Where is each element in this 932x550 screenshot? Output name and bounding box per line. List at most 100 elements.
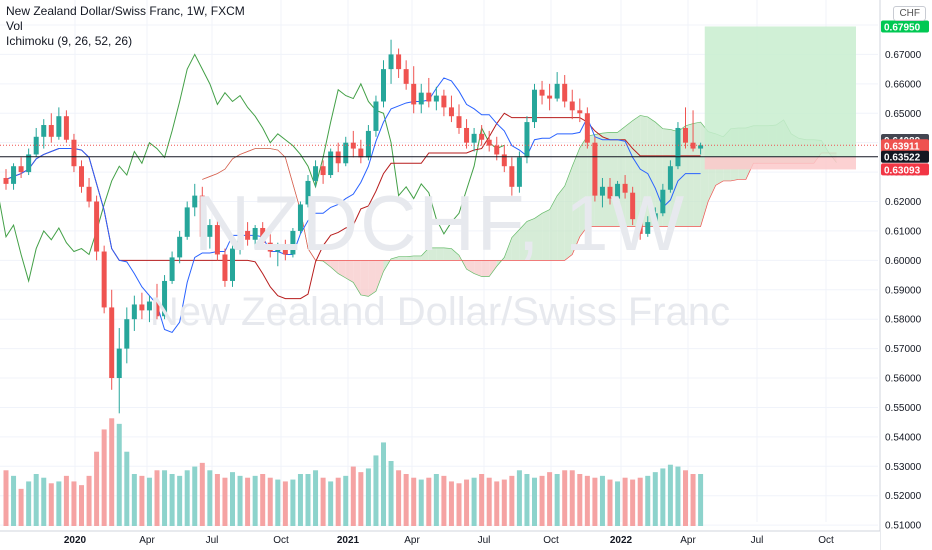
leading-span-b — [202, 148, 837, 261]
candle-body — [622, 183, 628, 193]
legend-volume[interactable]: Vol — [6, 19, 23, 33]
price-tag — [881, 150, 929, 163]
candle-body — [615, 183, 621, 199]
y-tick-label: 0.65000 — [885, 109, 922, 120]
candle-body — [245, 230, 251, 240]
volume-bar — [63, 475, 69, 526]
candle-body — [207, 225, 213, 237]
volume-bar — [18, 488, 24, 526]
y-tick-label: 0.61000 — [885, 226, 922, 237]
candle-body — [486, 139, 492, 146]
candle-body — [109, 307, 115, 379]
candle-body — [252, 227, 258, 240]
volume-bar — [230, 472, 235, 526]
candle-body — [320, 166, 326, 176]
x-tick-label: Jul — [478, 535, 491, 546]
volume-bar — [645, 475, 651, 526]
x-tick-label: Oct — [543, 535, 559, 546]
candle-body — [577, 110, 583, 114]
volume-bar — [426, 477, 432, 526]
volume-bar — [237, 475, 243, 526]
candle-body — [260, 227, 266, 243]
volume-bar — [11, 475, 17, 526]
candle-body — [146, 301, 152, 311]
candle-body — [667, 166, 673, 190]
legend-symbol[interactable]: New Zealand Dollar/Swiss Franc, 1W, FXCM — [6, 4, 245, 18]
volume-bar — [388, 461, 394, 526]
y-tick-label: 0.52000 — [885, 491, 922, 502]
volume-bar — [199, 462, 205, 526]
candle-body — [335, 151, 341, 164]
candle-body — [418, 92, 424, 105]
target-zone — [704, 26, 856, 157]
ichimoku-cloud-segment — [526, 218, 535, 261]
volume-bar — [124, 451, 130, 526]
volume-bar — [494, 481, 500, 526]
candle-body — [101, 251, 107, 308]
volume-bar — [592, 477, 598, 526]
candle-body — [607, 186, 613, 199]
price-tag-text: 0.63911 — [884, 141, 920, 152]
candle-body — [539, 89, 545, 96]
volume-bar — [26, 481, 32, 526]
time-axis-bg — [0, 531, 880, 550]
volume-bar — [33, 474, 39, 526]
price-tag-text: 0.63093 — [884, 165, 921, 176]
y-tick-label: 0.53000 — [885, 462, 922, 473]
candle-body — [63, 116, 69, 140]
volume-bar — [607, 479, 613, 526]
ichimoku-cloud-segment — [428, 247, 437, 261]
volume-bar — [622, 477, 628, 526]
price-tag-text: 0.67950 — [884, 22, 921, 33]
volume-bar — [630, 479, 636, 526]
x-tick-label: Jul — [751, 535, 764, 546]
candle-body — [3, 177, 9, 184]
candle-body — [448, 107, 454, 117]
candle-body — [509, 166, 515, 187]
y-tick-label: 0.57000 — [885, 344, 922, 355]
candle-body — [584, 113, 590, 143]
candle-body — [464, 127, 470, 143]
candle-body — [441, 95, 447, 108]
x-tick-label: Apr — [680, 535, 696, 546]
ichimoku-cloud-segment — [572, 147, 580, 255]
conversion-line — [5, 77, 701, 334]
volume-bar — [260, 474, 266, 526]
ichimoku-cloud-segment — [360, 260, 369, 297]
candle-body — [652, 213, 658, 223]
ichimoku-cloud-segment — [345, 260, 354, 283]
volume-bar — [524, 474, 530, 526]
ichimoku-cloud-segment — [436, 247, 444, 261]
x-tick-label: 2021 — [337, 535, 360, 546]
volume-bar — [448, 481, 454, 526]
y-tick-label: 0.51000 — [885, 521, 922, 532]
candle-body — [162, 280, 168, 317]
candle-body — [554, 83, 560, 99]
ichimoku-cloud-segment — [338, 260, 346, 279]
y-tick-label: 0.66000 — [885, 79, 922, 90]
ichimoku-cloud-segment — [685, 123, 694, 227]
y-tick-label: 0.62000 — [885, 197, 922, 208]
volume-bar — [660, 468, 666, 526]
candle-body — [358, 148, 364, 158]
ichimoku-cloud-segment — [579, 136, 588, 237]
watermark-name: New Zealand Dollar/Swiss Franc — [149, 290, 731, 334]
ichimoku-cloud-segment — [398, 256, 407, 261]
volume-bar — [154, 470, 160, 526]
volume-bar — [297, 474, 303, 526]
candle-body — [433, 95, 439, 102]
volume-bar — [177, 475, 183, 526]
candle-body — [267, 242, 273, 252]
legend-ichimoku[interactable]: Ichimoku (9, 26, 52, 26) — [6, 34, 133, 48]
candle-body — [403, 69, 409, 84]
candle-body — [237, 230, 243, 249]
x-tick-label: 2022 — [610, 535, 633, 546]
ichimoku-cloud-segment — [474, 260, 482, 277]
candle-body — [547, 95, 553, 99]
currency-button[interactable]: CHF — [893, 6, 926, 21]
volume-bar — [539, 475, 545, 526]
ichimoku-cloud-segment — [610, 132, 618, 227]
ichimoku-cloud-segment — [549, 195, 558, 261]
ichimoku-cloud-segment — [534, 213, 543, 261]
